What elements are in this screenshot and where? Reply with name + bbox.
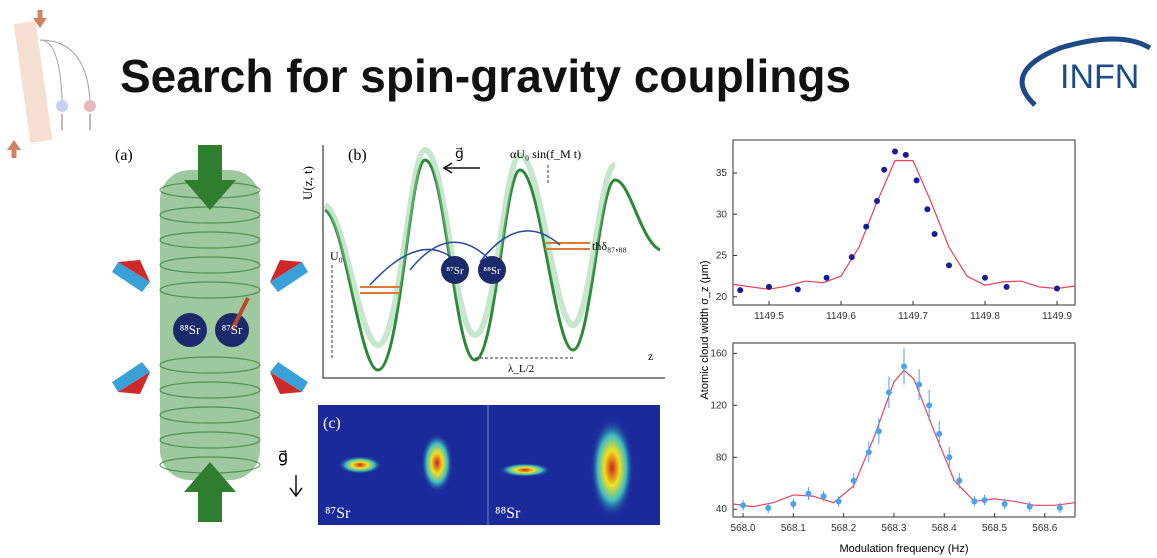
x-tick-label: 1149.8	[970, 311, 1000, 322]
spacing-label: λ_L/2	[508, 363, 534, 375]
data-point	[946, 454, 953, 461]
data-point	[740, 502, 747, 509]
data-point	[1001, 501, 1008, 508]
data-point	[931, 231, 938, 238]
y-tick-label: 80	[716, 452, 728, 463]
data-point	[865, 449, 872, 456]
fit-curve	[732, 369, 1076, 508]
plot-frame	[732, 342, 1076, 518]
energy-label: tħδ₈₇,₈₈	[592, 239, 627, 253]
data-point	[916, 381, 923, 388]
data-point	[885, 389, 892, 396]
data-point	[823, 274, 830, 281]
data-point	[901, 363, 907, 370]
y-axis-label: Atomic cloud width σ_z (μm)	[699, 260, 711, 399]
atom-label: ⁸⁷Sr	[446, 265, 464, 277]
data-point	[737, 287, 744, 294]
logo: INFN	[1060, 58, 1139, 96]
data-point	[805, 490, 812, 497]
atom-label: ⁸⁸Sr	[180, 322, 201, 337]
lattice-icon	[7, 10, 96, 158]
gravity-arrow	[289, 475, 303, 498]
data-point	[892, 148, 898, 155]
axis-label: z	[648, 349, 653, 363]
x-tick-label: 1149.9	[1042, 311, 1072, 322]
data-point	[971, 498, 978, 505]
data-point	[790, 501, 797, 508]
data-point	[874, 198, 880, 205]
x-tick-label: 1149.7	[898, 311, 928, 322]
data-point	[766, 283, 772, 290]
data-point	[946, 262, 952, 269]
plot-frame	[732, 139, 1076, 306]
atom-label: ⁸⁸Sr	[483, 265, 501, 277]
depth-label: U₀	[330, 249, 343, 263]
x-tick-label: 568.2	[831, 523, 856, 534]
data-point	[850, 477, 857, 484]
potential-plot	[322, 145, 665, 379]
image-label: ⁸⁸Sr	[495, 505, 521, 522]
axis-label: U(z, t)	[300, 166, 315, 200]
data-point	[794, 286, 801, 293]
data-point	[926, 402, 933, 409]
panel-label: (b)	[348, 147, 367, 164]
modulation-label: αU₀ sin(f_M t)	[510, 147, 581, 161]
data-point	[1026, 503, 1033, 510]
x-axis-label: Modulation frequency (Hz)	[839, 543, 968, 555]
data-point	[981, 497, 988, 504]
data-point	[924, 206, 931, 213]
y-tick-label: 120	[710, 400, 727, 411]
slide-title: Search for spin-gravity couplings	[120, 50, 851, 102]
gravity-label: g⃗	[278, 449, 288, 466]
atom-label: ⁸⁷Sr	[222, 322, 243, 337]
data-point	[835, 498, 842, 505]
x-tick-label: 568.3	[881, 523, 906, 534]
data-point	[1056, 504, 1063, 511]
data-point	[936, 430, 943, 437]
data-point	[902, 151, 909, 158]
x-tick-label: 1149.6	[826, 311, 856, 322]
y-tick-label: 20	[716, 292, 728, 303]
y-tick-label: 30	[716, 209, 728, 220]
data-point	[820, 493, 827, 500]
lattice-column	[112, 145, 308, 522]
fit-curve	[732, 160, 1076, 290]
data-point	[765, 504, 772, 511]
data-point	[982, 274, 988, 281]
data-point	[848, 254, 855, 261]
data-point	[863, 223, 870, 230]
data-point	[913, 177, 920, 184]
x-tick-label: 568.1	[781, 523, 806, 534]
data-point	[956, 477, 963, 484]
x-tick-label: 568.5	[982, 523, 1007, 534]
absorption-images	[318, 405, 660, 525]
y-tick-label: 40	[716, 504, 728, 515]
gravity-label: g⃗	[455, 147, 464, 162]
image-label: ⁸⁷Sr	[325, 505, 351, 522]
panel-label: (a)	[115, 147, 133, 164]
y-tick-label: 160	[710, 348, 727, 359]
data-point	[881, 166, 888, 173]
x-tick-label: 1149.5	[754, 311, 784, 322]
data-point	[1003, 283, 1010, 290]
data-point	[1054, 285, 1060, 292]
y-tick-label: 25	[716, 251, 728, 262]
panel-label: (c)	[323, 415, 341, 432]
x-tick-label: 568.4	[932, 523, 957, 534]
data-point	[875, 428, 882, 435]
x-tick-label: 568.6	[1032, 523, 1057, 534]
x-tick-label: 568.0	[731, 523, 756, 534]
y-tick-label: 35	[716, 168, 728, 179]
logo-swoosh	[1019, 36, 1152, 107]
